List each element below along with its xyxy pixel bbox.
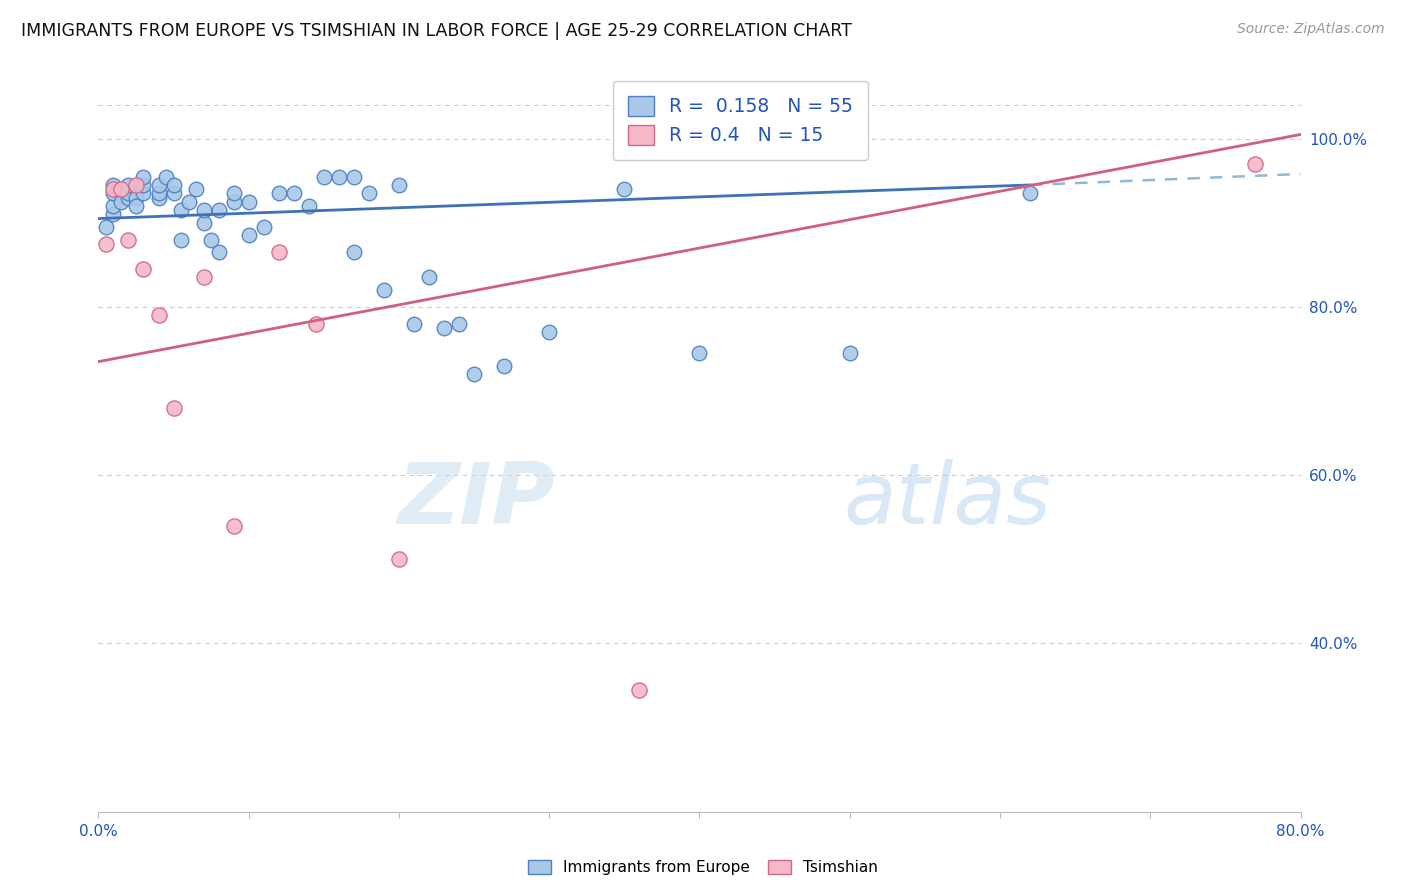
Point xyxy=(117,178,139,192)
Point xyxy=(463,368,485,382)
Point xyxy=(94,236,117,251)
Point xyxy=(117,233,139,247)
Legend: R =  0.158   N = 55, R = 0.4   N = 15: R = 0.158 N = 55, R = 0.4 N = 15 xyxy=(613,81,868,161)
Point xyxy=(103,207,125,221)
Point xyxy=(222,186,245,201)
Point xyxy=(494,359,516,373)
Point xyxy=(208,203,231,218)
Point xyxy=(103,182,125,196)
Point xyxy=(305,317,328,331)
Point xyxy=(283,186,305,201)
Point xyxy=(200,233,222,247)
Point xyxy=(162,186,184,201)
Point xyxy=(402,317,425,331)
Point xyxy=(148,178,170,192)
Point xyxy=(193,216,215,230)
Point xyxy=(125,190,148,204)
Point xyxy=(613,182,636,196)
Point xyxy=(253,219,276,234)
Point xyxy=(267,245,290,260)
Point xyxy=(433,321,456,335)
Point xyxy=(388,178,411,192)
Point xyxy=(418,270,440,285)
Point xyxy=(155,169,177,184)
Point xyxy=(373,283,395,297)
Point xyxy=(1019,186,1042,201)
Point xyxy=(162,401,184,415)
Point xyxy=(162,178,184,192)
Point xyxy=(628,682,651,697)
Point xyxy=(193,203,215,218)
Point xyxy=(689,346,711,360)
Text: Source: ZipAtlas.com: Source: ZipAtlas.com xyxy=(1237,22,1385,37)
Point xyxy=(103,199,125,213)
Point xyxy=(538,325,561,339)
Point xyxy=(117,186,139,201)
Point xyxy=(222,194,245,209)
Point xyxy=(170,233,193,247)
Point xyxy=(343,169,366,184)
Point xyxy=(298,199,321,213)
Point xyxy=(132,186,155,201)
Point xyxy=(208,245,231,260)
Point xyxy=(170,203,193,218)
Point xyxy=(1244,157,1267,171)
Point xyxy=(125,178,148,192)
Point xyxy=(103,186,125,201)
Point xyxy=(117,190,139,204)
Point xyxy=(125,199,148,213)
Point xyxy=(148,186,170,201)
Point xyxy=(328,169,350,184)
Point xyxy=(110,194,132,209)
Point xyxy=(238,194,260,209)
Point xyxy=(132,178,155,192)
Text: IMMIGRANTS FROM EUROPE VS TSIMSHIAN IN LABOR FORCE | AGE 25-29 CORRELATION CHART: IMMIGRANTS FROM EUROPE VS TSIMSHIAN IN L… xyxy=(21,22,852,40)
Point xyxy=(388,552,411,566)
Text: atlas: atlas xyxy=(844,459,1052,542)
Point xyxy=(103,178,125,192)
Point xyxy=(132,169,155,184)
Point xyxy=(148,190,170,204)
Point xyxy=(343,245,366,260)
Point xyxy=(357,186,380,201)
Point xyxy=(838,346,860,360)
Point xyxy=(312,169,335,184)
Point xyxy=(132,262,155,277)
Text: ZIP: ZIP xyxy=(398,459,555,542)
Point xyxy=(193,270,215,285)
Point xyxy=(148,309,170,323)
Point xyxy=(238,228,260,243)
Point xyxy=(177,194,200,209)
Point xyxy=(184,182,207,196)
Point xyxy=(222,518,245,533)
Point xyxy=(94,219,117,234)
Point xyxy=(267,186,290,201)
Legend: Immigrants from Europe, Tsimshian: Immigrants from Europe, Tsimshian xyxy=(523,855,883,880)
Point xyxy=(110,182,132,196)
Point xyxy=(447,317,470,331)
